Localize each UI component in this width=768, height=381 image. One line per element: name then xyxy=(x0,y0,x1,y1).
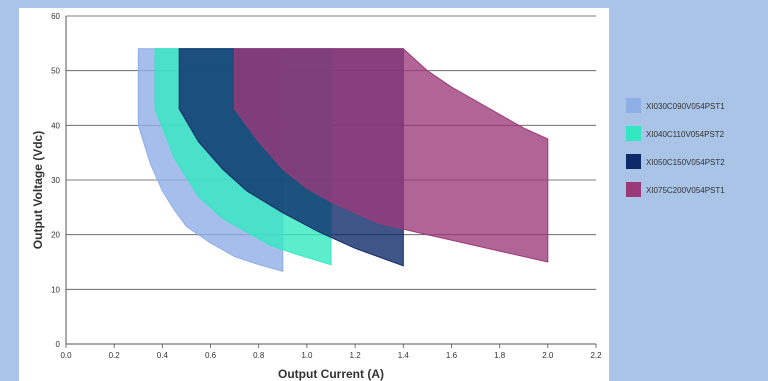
tick-labels: 0 10 20 30 40 50 60 0.0 0.2 0.4 0.6 0.8 1.0 1.2 1.4 1.6… xyxy=(51,12,602,360)
y-tick-label: 10 xyxy=(51,285,60,294)
x-tick-label: 0.4 xyxy=(157,351,169,360)
legend-swatch xyxy=(626,182,641,197)
y-tick-label: 30 xyxy=(51,176,60,185)
axes xyxy=(65,16,597,348)
legend-label: XI075C200V054PST1 xyxy=(646,186,725,195)
y-tick-label: 50 xyxy=(51,67,60,76)
x-tick-label: 0.6 xyxy=(205,351,217,360)
y-tick-label: 20 xyxy=(51,231,60,240)
x-tick-label: 2.2 xyxy=(590,351,602,360)
legend-label: XI050C150V054PST2 xyxy=(646,158,725,167)
x-axis-title: Output Current (A) xyxy=(278,367,384,381)
x-tick-label: 0.0 xyxy=(60,351,72,360)
y-tick-label: 0 xyxy=(56,340,61,349)
legend-label: XI040C110V054PST2 xyxy=(646,130,725,139)
series-area-XI075C200V054PST1 xyxy=(234,48,549,263)
legend-label: XI030C090V054PST1 xyxy=(646,102,725,111)
x-tick-label: 2.0 xyxy=(542,351,554,360)
legend-swatch xyxy=(626,98,641,113)
series-areas xyxy=(137,48,549,272)
x-tick-label: 0.8 xyxy=(253,351,265,360)
y-tick-label: 60 xyxy=(51,12,60,21)
x-tick-label: 1.8 xyxy=(494,351,506,360)
legend: XI030C090V054PST1 XI040C110V054PST2 XI050C… xyxy=(626,98,725,197)
y-tick-label: 40 xyxy=(51,121,60,130)
legend-swatch xyxy=(626,126,641,141)
x-tick-label: 1.6 xyxy=(446,351,458,360)
y-axis-title: Output Voltage (Vdc) xyxy=(31,131,45,249)
x-tick-label: 1.0 xyxy=(301,351,313,360)
x-tick-label: 1.2 xyxy=(350,351,362,360)
x-tick-label: 0.2 xyxy=(109,351,121,360)
x-tick-label: 1.4 xyxy=(398,351,410,360)
legend-swatch xyxy=(626,154,641,169)
